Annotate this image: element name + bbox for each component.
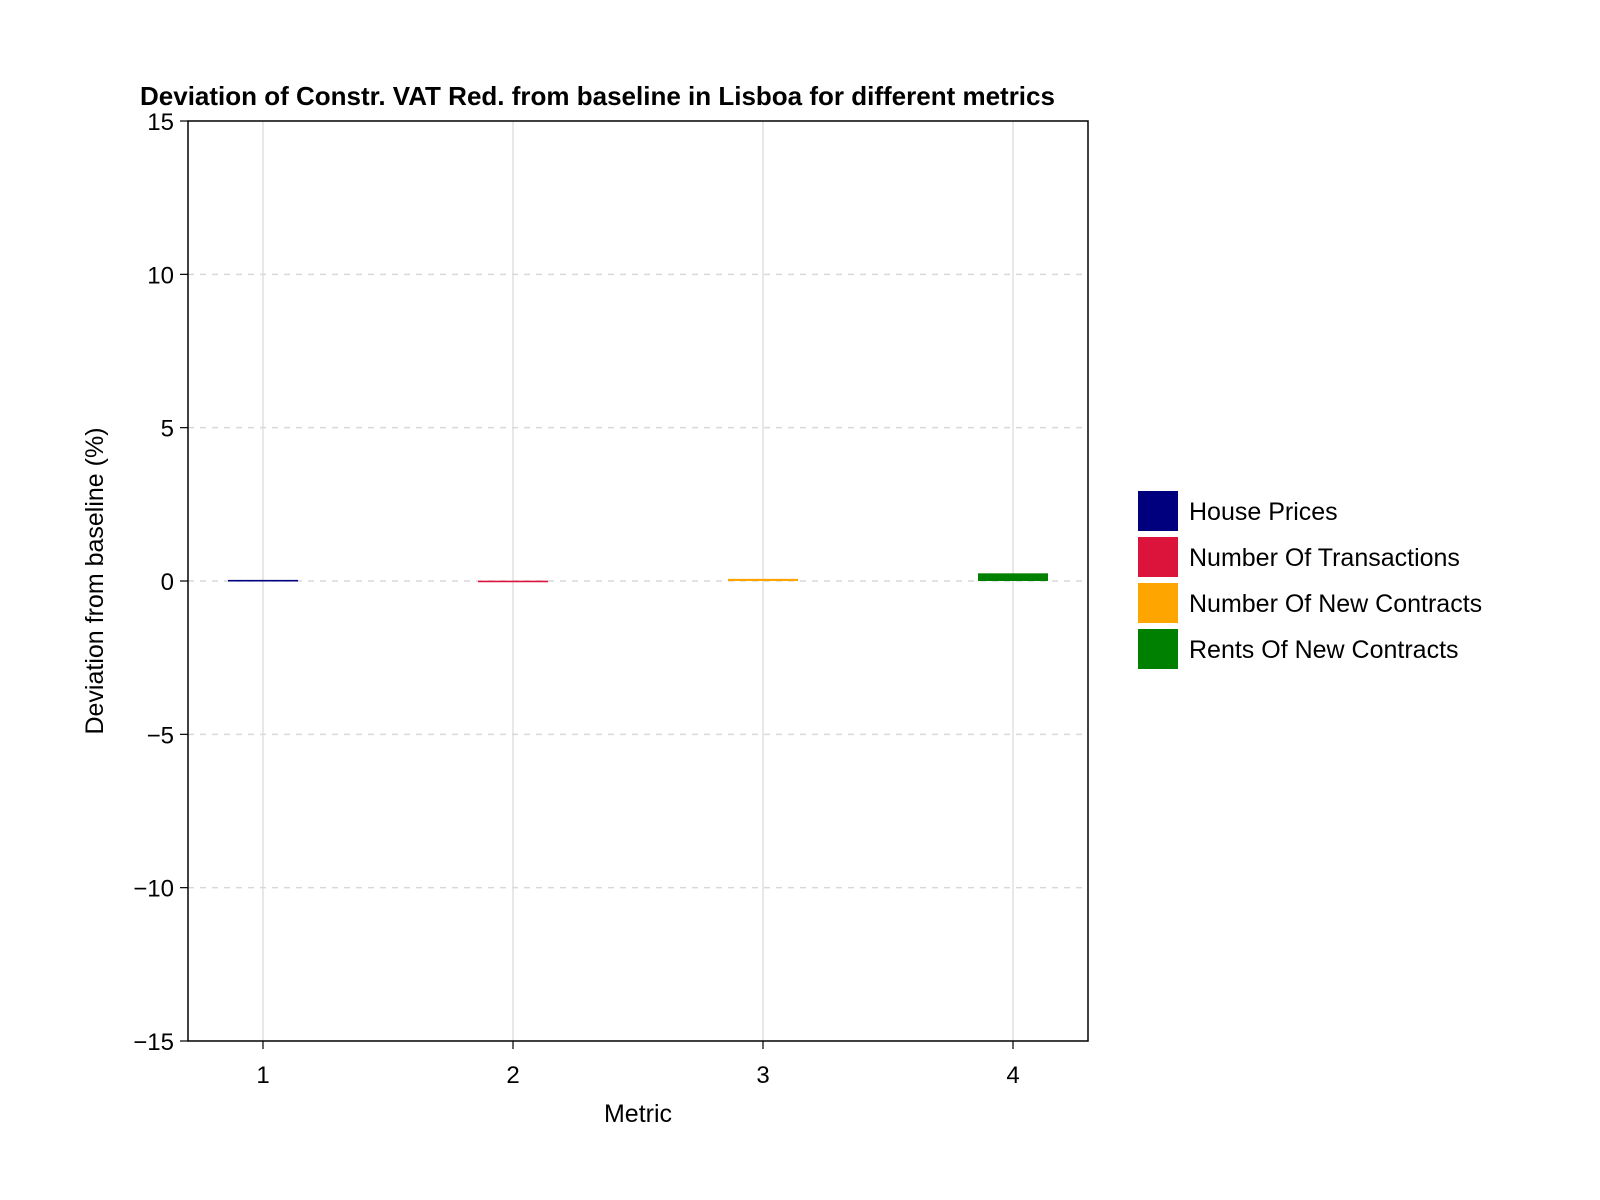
legend-label: Number Of Transactions (1189, 544, 1460, 572)
x-axis-label: Metric (604, 1100, 672, 1128)
bar-number-of-transactions (478, 580, 548, 583)
bar-number-of-new-contracts (728, 578, 798, 581)
legend-label: Rents Of New Contracts (1189, 636, 1459, 664)
y-tick-label: −5 (147, 722, 174, 749)
bars (228, 573, 1048, 583)
chart-title: Deviation of Constr. VAT Red. from basel… (140, 81, 1055, 111)
legend-swatch (1138, 537, 1178, 577)
y-tick-label: 10 (147, 262, 174, 289)
y-tick-label: 0 (161, 569, 174, 596)
axis-ticks: 1 2 3 4 −15 −10 −5 0 5 10 15 (133, 109, 1019, 1089)
y-tick-label: −15 (133, 1029, 174, 1056)
y-tick-label: 15 (147, 109, 174, 136)
legend-label: Number Of New Contracts (1189, 590, 1482, 618)
y-axis-label: Deviation from baseline (%) (81, 427, 109, 734)
legend-swatch (1138, 583, 1178, 623)
y-tick-label: 5 (161, 416, 174, 443)
legend-swatch (1138, 629, 1178, 669)
x-tick-label: 2 (506, 1062, 519, 1089)
legend-swatch (1138, 491, 1178, 531)
x-tick-label: 1 (256, 1062, 269, 1089)
grid-lines (188, 121, 1088, 1041)
x-tick-label: 4 (1006, 1062, 1019, 1089)
bar-house-prices (228, 579, 298, 582)
legend-label: House Prices (1189, 498, 1338, 526)
x-tick-label: 3 (756, 1062, 769, 1089)
legend: House Prices Number Of Transactions Number… (1138, 491, 1482, 669)
y-tick-label: −10 (133, 876, 174, 903)
bar-rents-of-new-contracts (978, 573, 1048, 581)
